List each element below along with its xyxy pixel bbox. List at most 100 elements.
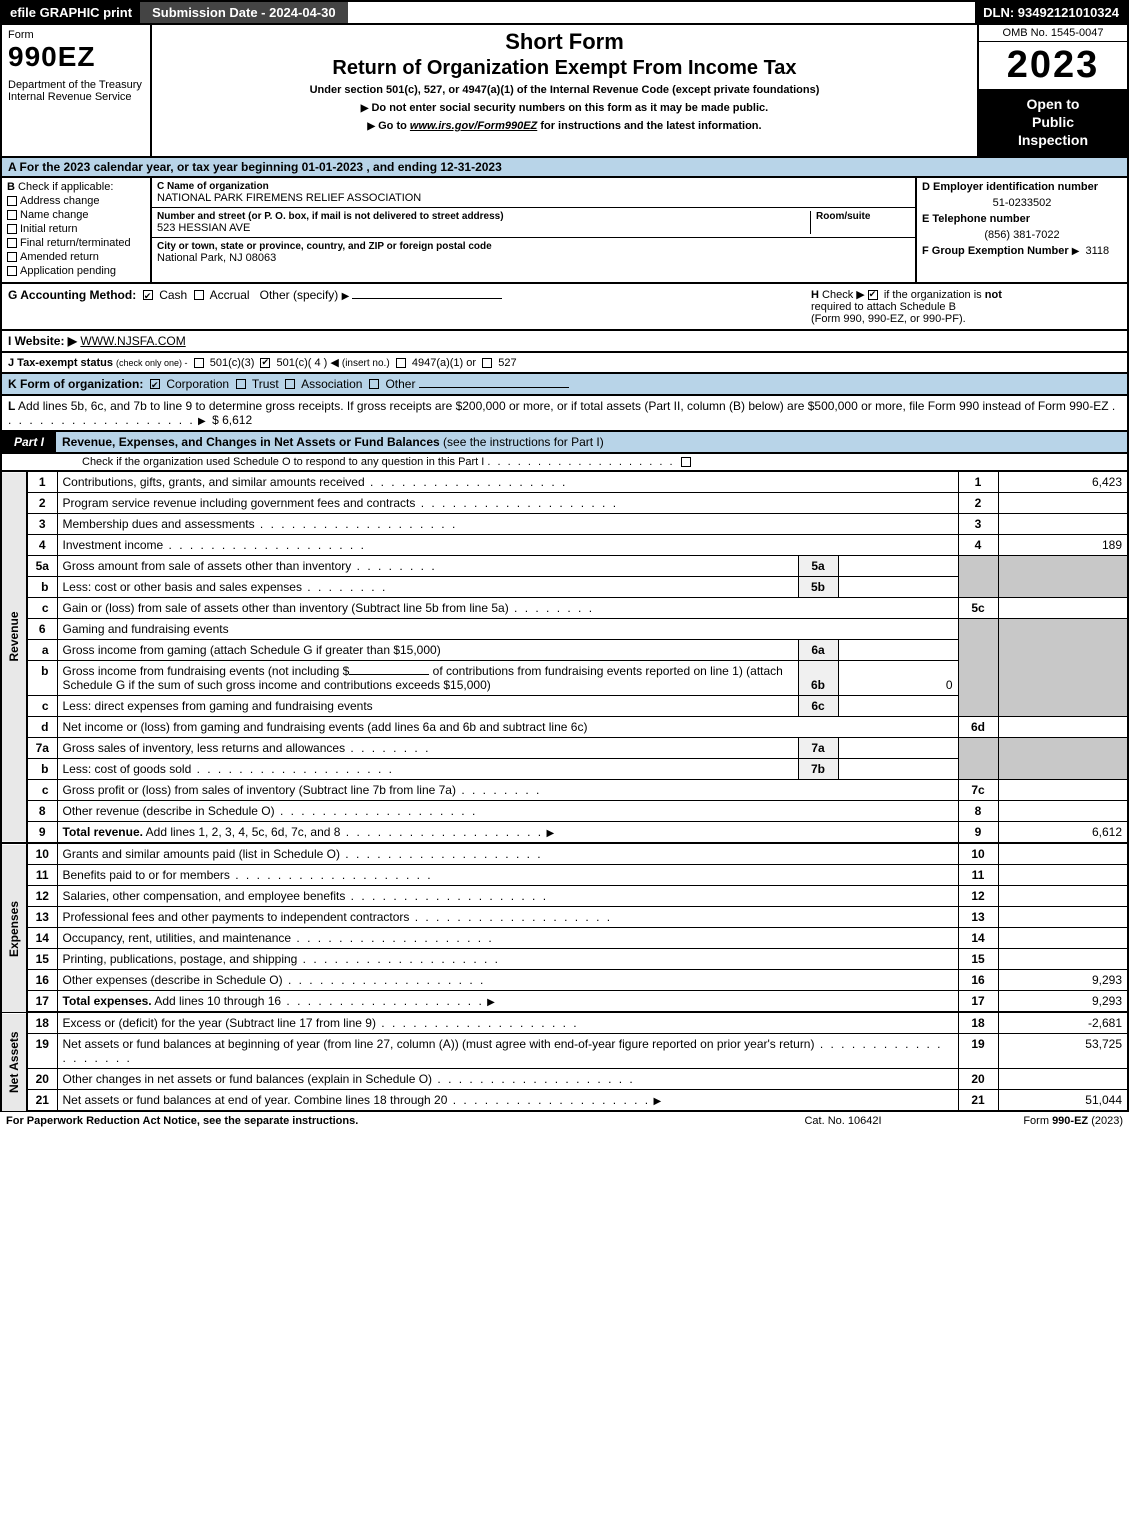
ln14-val [998,927,1128,948]
section-gh: G Accounting Method: Cash Accrual Other … [0,284,1129,331]
lbl-501c: 501(c)( 4 ) [277,357,328,369]
cb-app-pending[interactable] [7,266,17,276]
ln5c-rn: 5c [958,597,998,618]
ln6b-desc1: Gross income from fundraising events (no… [63,664,350,678]
sidebar-expenses: Expenses [1,844,27,1012]
header-center: Short Form Return of Organization Exempt… [152,25,977,156]
form-word: Form [8,29,144,41]
section-i: I Website: ▶ WWW.NJSFA.COM [0,331,1129,353]
form-number: 990EZ [8,41,144,73]
page-footer: For Paperwork Reduction Act Notice, see … [0,1112,1129,1130]
cb-527[interactable] [482,358,492,368]
e-phone: (856) 381-7022 [922,229,1122,241]
website-link[interactable]: WWW.NJSFA.COM [80,334,185,348]
other-specify-line [352,298,502,299]
ln6c-midval [838,695,958,716]
ln7c-desc: Gross profit or (loss) from sales of inv… [63,783,456,797]
cb-address-change[interactable] [7,196,17,206]
h-text3: required to attach Schedule B [811,301,956,313]
c-city-label: City or town, state or province, country… [157,241,910,252]
lbl-app-pending: Application pending [20,265,116,277]
ln8-rn: 8 [958,800,998,821]
irs-link[interactable]: www.irs.gov/Form990EZ [410,120,537,132]
ln5c-num: c [27,597,57,618]
cb-4947[interactable] [396,358,406,368]
efile-print: efile GRAPHIC print [2,2,140,23]
ln17-val: 9,293 [998,990,1128,1012]
lbl-name-change: Name change [20,209,89,221]
lbl-4947: 4947(a)(1) or [412,357,476,369]
instr-ssn: Do not enter social security numbers on … [158,102,971,114]
part1-header: Part I Revenue, Expenses, and Changes in… [0,432,1129,454]
h-label: H [811,289,819,301]
cb-initial-return[interactable] [7,224,17,234]
ln2-num: 2 [27,492,57,513]
cb-final-return[interactable] [7,238,17,248]
cb-cash[interactable] [143,290,153,300]
ln20-val [998,1068,1128,1089]
other-org-line [419,387,569,388]
ln9-rn: 9 [958,821,998,843]
footer-paperwork: For Paperwork Reduction Act Notice, see … [6,1115,743,1127]
f-group-label: F Group Exemption Number [922,245,1069,257]
cb-assoc[interactable] [285,379,295,389]
cb-corp[interactable] [150,379,160,389]
ln20-rn: 20 [958,1068,998,1089]
ln11-desc: Benefits paid to or for members [63,868,230,882]
ln9-desc: Total revenue. [63,825,143,839]
ln14-desc: Occupancy, rent, utilities, and maintena… [63,931,292,945]
section-k: K Form of organization: Corporation Trus… [0,374,1129,396]
ln15-val [998,948,1128,969]
header-right: OMB No. 1545-0047 2023 Open to Public In… [977,25,1127,156]
ln6a-desc: Gross income from gaming (attach Schedul… [57,639,798,660]
topbar: efile GRAPHIC print Submission Date - 20… [0,0,1129,23]
ln17-desc: Total expenses. [63,994,152,1008]
cb-other-org[interactable] [369,379,379,389]
ln21-num: 21 [27,1089,57,1111]
ln6a-num: a [27,639,57,660]
cb-501c3[interactable] [194,358,204,368]
ln13-rn: 13 [958,906,998,927]
ln5b-mid: 5b [798,576,838,597]
ln1-val: 6,423 [998,472,1128,493]
org-addr: 523 HESSIAN AVE [157,222,810,234]
ln6-num: 6 [27,618,57,639]
spacer [348,2,976,23]
lbl-trust: Trust [252,377,279,391]
footer-form-num: 990-EZ [1052,1115,1088,1127]
cb-part1-sched-o[interactable] [681,457,691,467]
ln1-desc: Contributions, gifts, grants, and simila… [63,475,365,489]
f-group-value: 3118 [1086,245,1110,257]
ln10-val [998,844,1128,865]
col-d: D Employer identification number 51-0233… [917,178,1127,282]
ln20-num: 20 [27,1068,57,1089]
ln15-rn: 15 [958,948,998,969]
ln12-val [998,885,1128,906]
ln17-desc2: Add lines 10 through 16 [154,994,281,1008]
ln6-gray-val [998,618,1128,716]
cb-amended[interactable] [7,252,17,262]
lbl-amended: Amended return [20,251,99,263]
cb-trust[interactable] [236,379,246,389]
part1-hint: (see the instructions for Part I) [443,435,604,449]
title-short-form: Short Form [158,29,971,55]
cb-501c[interactable] [260,358,270,368]
lbl-assoc: Association [301,377,362,391]
ln6b-blank [349,674,429,675]
cb-accrual[interactable] [194,290,204,300]
ln11-val [998,864,1128,885]
ln5c-desc: Gain or (loss) from sale of assets other… [63,601,509,615]
inspection-box: Open to Public Inspection [979,89,1127,156]
part1-check-row: Check if the organization used Schedule … [0,454,1129,472]
ln11-num: 11 [27,864,57,885]
ln6c-desc: Less: direct expenses from gaming and fu… [63,699,373,713]
ln7a-midval [838,737,958,758]
cb-name-change[interactable] [7,210,17,220]
cb-sched-b[interactable] [868,290,878,300]
ln5a-num: 5a [27,555,57,576]
h-check-arrow: Check ▶ [822,289,865,301]
ln6b-num: b [27,660,57,695]
instr-goto: Go to www.irs.gov/Form990EZ for instruct… [158,120,971,132]
ln7b-num: b [27,758,57,779]
ln21-rn: 21 [958,1089,998,1111]
